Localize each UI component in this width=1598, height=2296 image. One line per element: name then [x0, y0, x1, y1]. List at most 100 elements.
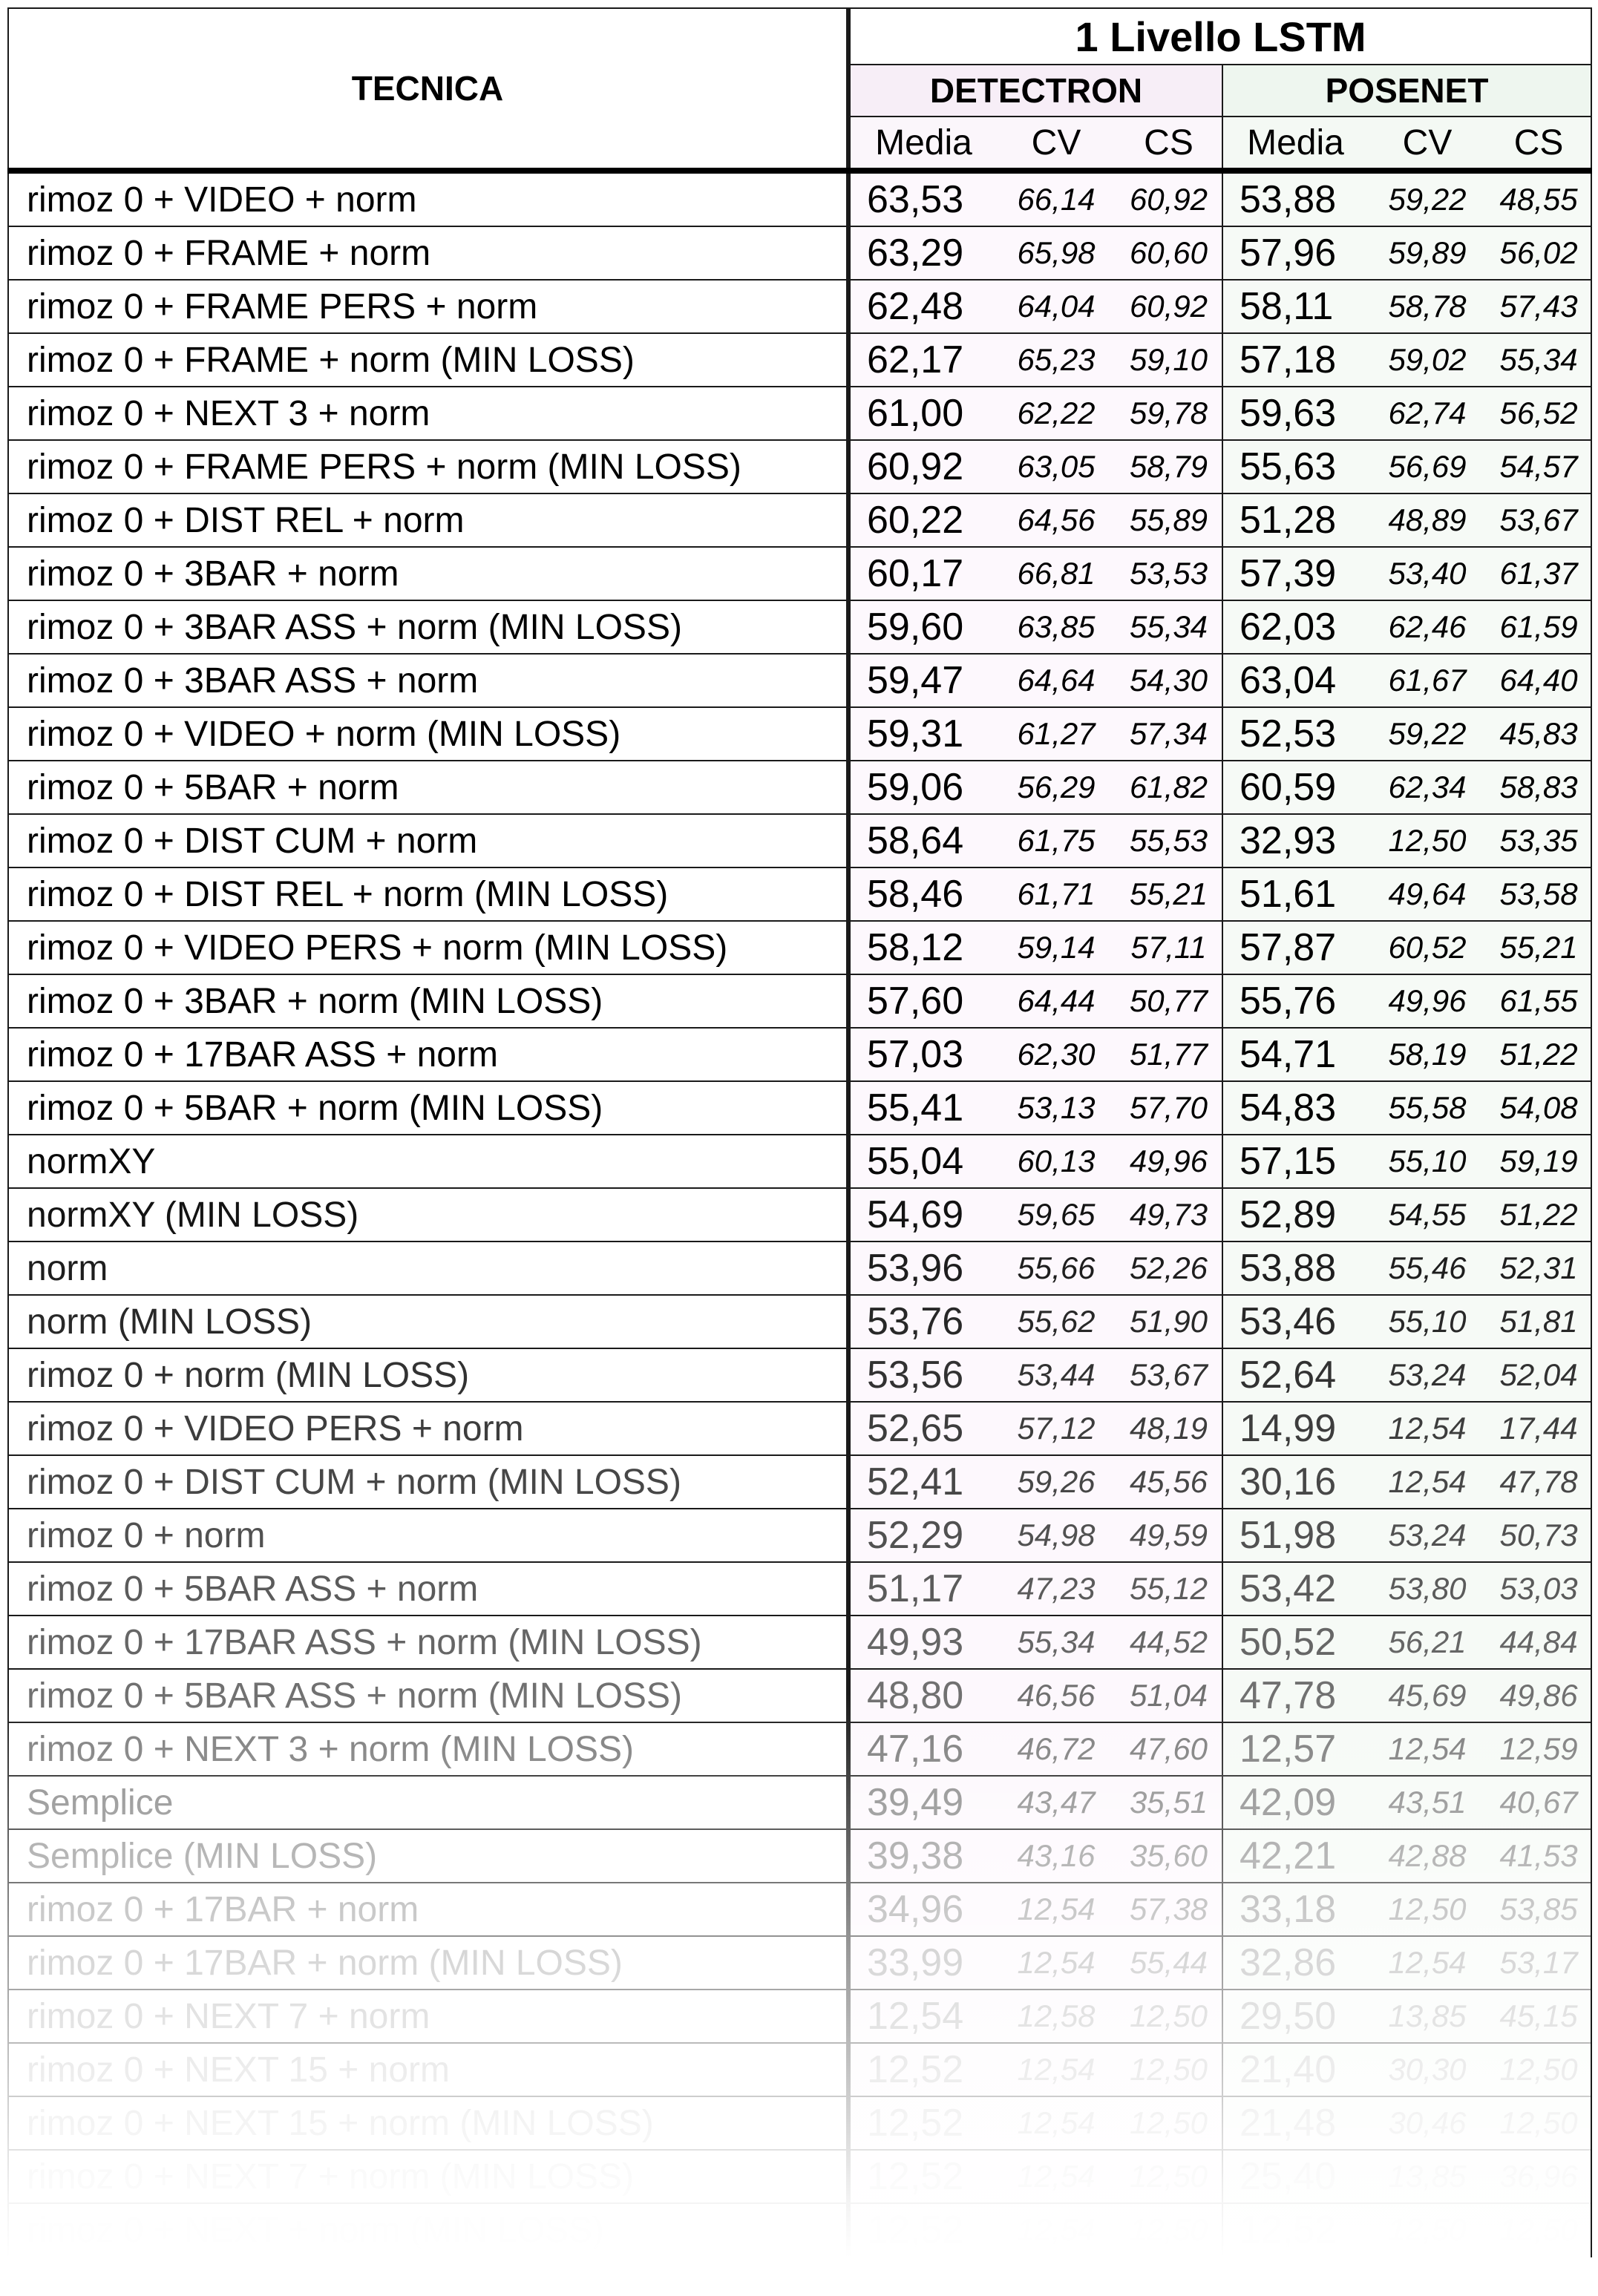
posenet-cs: 48,55 — [1487, 170, 1593, 227]
posenet-cv: 49,96 — [1368, 974, 1487, 1029]
detectron-media: 57,60 — [846, 974, 997, 1029]
detectron-media: 53,76 — [846, 1294, 997, 1349]
technique-label: rimoz 0 + FRAME + norm — [7, 226, 849, 281]
detectron-media: 62,48 — [846, 279, 997, 334]
posenet-cs: 17,44 — [1487, 1401, 1593, 1456]
technique-label: Semplice (MIN LOSS) — [7, 1828, 849, 1883]
posenet-cv: 55,10 — [1368, 1134, 1487, 1189]
table-row: rimoz 0 + DIST CUM + norm (MIN LOSS) 52,4… — [7, 1454, 1593, 1509]
posenet-cs: 55,21 — [1487, 920, 1593, 975]
posenet-cv: 12,50 — [1368, 813, 1487, 868]
header-cv-detectron: CV — [997, 116, 1116, 174]
posenet-cv: 59,02 — [1368, 332, 1487, 387]
table-row: Semplice 39,49 43,47 35,51 42,09 43,51 40,67 — [7, 1775, 1593, 1830]
posenet-cs: 59,19 — [1487, 1134, 1593, 1189]
posenet-cv: 49,64 — [1368, 867, 1487, 922]
posenet-media: 55,63 — [1222, 439, 1368, 494]
detectron-media: 63,53 — [846, 170, 997, 227]
technique-label: rimoz 0 + NEXT 3 + norm (MIN LOSS) — [7, 1722, 849, 1777]
detectron-cv: 12,54 — [997, 2149, 1116, 2204]
posenet-media: 63,04 — [1222, 653, 1368, 708]
detectron-cv: 53,13 — [997, 1080, 1116, 1135]
posenet-media: 32,86 — [1222, 1935, 1368, 1990]
posenet-cs: 45,15 — [1487, 1989, 1593, 2044]
posenet-cs: 61,37 — [1487, 546, 1593, 601]
detectron-cv: 59,26 — [997, 1454, 1116, 1509]
table-row: rimoz 0 + 5BAR ASS + norm (MIN LOSS) 48,8… — [7, 1668, 1593, 1723]
detectron-media: 58,64 — [846, 813, 997, 868]
posenet-media: 29,50 — [1222, 1989, 1368, 2044]
posenet-cs: 61,55 — [1487, 974, 1593, 1029]
posenet-media: 58,11 — [1222, 279, 1368, 334]
detectron-cs: 57,70 — [1116, 1080, 1223, 1135]
posenet-cv: 53,80 — [1368, 1561, 1487, 1616]
posenet-cs: 57,43 — [1487, 279, 1593, 334]
posenet-cv: 55,58 — [1368, 1080, 1487, 1135]
detectron-cv: 64,64 — [997, 653, 1116, 708]
posenet-cs: 49,86 — [1487, 1668, 1593, 1723]
table-row: rimoz 0 + DIST CUM + norm 58,64 61,75 55,53… — [7, 813, 1593, 868]
detectron-cv: 64,04 — [997, 279, 1116, 334]
table-row: rimoz 0 + NEXT 7 + norm 12,54 12,58 12,50 29… — [7, 1989, 1593, 2044]
detectron-cs: 53,67 — [1116, 1348, 1223, 1403]
table-row: rimoz 0 + NEXT 15 + norm (MIN LOSS) 12,52… — [7, 2096, 1593, 2151]
technique-label: rimoz 0 + FRAME PERS + norm — [7, 279, 849, 334]
detectron-cs: 51,77 — [1116, 1027, 1223, 1082]
technique-label: rimoz 0 + DIST CUM + norm — [7, 813, 849, 868]
detectron-media: 52,41 — [846, 1454, 997, 1509]
posenet-cs: 45,83 — [1487, 706, 1593, 761]
posenet-cs: 52,31 — [1487, 1241, 1593, 1296]
posenet-media: 14,99 — [1222, 1401, 1368, 1456]
posenet-cv: 62,74 — [1368, 386, 1487, 441]
table-row: rimoz 0 + NEXT + norm (MIN LOSS) 12,52 12,… — [7, 2202, 1593, 2257]
technique-label: rimoz 0 + 5BAR ASS + norm (MIN LOSS) — [7, 1668, 849, 1723]
posenet-cs: 47,78 — [1487, 1454, 1593, 1509]
detectron-cs: 54,30 — [1116, 653, 1223, 708]
table-row: rimoz 0 + FRAME PERS + norm (MIN LOSS) 60… — [7, 439, 1593, 494]
detectron-media: 54,69 — [846, 1187, 997, 1242]
detectron-cv: 55,66 — [997, 1241, 1116, 1296]
table-row: norm (MIN LOSS) 53,76 55,62 51,90 53,46 55,10… — [7, 1294, 1593, 1349]
detectron-media: 12,52 — [846, 2042, 997, 2097]
posenet-cv: 30,46 — [1368, 2096, 1487, 2151]
posenet-media: 51,28 — [1222, 493, 1368, 548]
table-row: rimoz 0 + VIDEO PERS + norm (MIN LOSS) 58… — [7, 920, 1593, 975]
detectron-media: 55,04 — [846, 1134, 997, 1189]
posenet-media: 53,46 — [1222, 1294, 1368, 1349]
header-group-posenet: POSENET — [1221, 64, 1593, 117]
posenet-media: 62,03 — [1222, 600, 1368, 655]
posenet-cv: 43,51 — [1368, 1775, 1487, 1830]
detectron-cv: 57,12 — [997, 1401, 1116, 1456]
header-media-posenet: Media — [1222, 116, 1368, 174]
header-media-detectron: Media — [846, 116, 997, 174]
technique-label: rimoz 0 + NEXT 3 + norm — [7, 386, 849, 441]
posenet-media: 47,78 — [1222, 1668, 1368, 1723]
posenet-cs: 52,04 — [1487, 1348, 1593, 1403]
detectron-cs: 51,90 — [1116, 1294, 1223, 1349]
detectron-cs: 53,53 — [1116, 546, 1223, 601]
detectron-cv: 43,16 — [997, 1828, 1116, 1883]
posenet-cs: 56,52 — [1487, 386, 1593, 441]
detectron-cv: 12,58 — [997, 1989, 1116, 2044]
detectron-cs: 55,44 — [1116, 1935, 1223, 1990]
posenet-media: 57,15 — [1222, 1134, 1368, 1189]
detectron-cs: 52,26 — [1116, 1241, 1223, 1296]
posenet-cs: 36,96 — [1487, 2149, 1593, 2204]
posenet-cv: 53,24 — [1368, 1508, 1487, 1563]
technique-label: rimoz 0 + VIDEO + norm — [7, 170, 849, 227]
detectron-cs: 12,50 — [1116, 2096, 1223, 2151]
technique-label: rimoz 0 + 3BAR + norm (MIN LOSS) — [7, 974, 849, 1029]
posenet-cs: 56,02 — [1487, 226, 1593, 281]
detectron-cv: 56,29 — [997, 760, 1116, 815]
detectron-media: 47,16 — [846, 1722, 997, 1777]
posenet-cv: 62,46 — [1368, 600, 1487, 655]
posenet-media: 53,42 — [1222, 1561, 1368, 1616]
table-row: Semplice (MIN LOSS) 39,38 43,16 35,60 42,21 4… — [7, 1828, 1593, 1883]
technique-label: rimoz 0 + norm — [7, 1508, 849, 1563]
technique-label: rimoz 0 + 5BAR + norm (MIN LOSS) — [7, 1080, 849, 1135]
table-row: rimoz 0 + NEXT 15 + norm 12,52 12,54 12,50 2… — [7, 2042, 1593, 2097]
technique-label: rimoz 0 + 17BAR + norm (MIN LOSS) — [7, 1935, 849, 1990]
header-cv-posenet: CV — [1368, 116, 1487, 174]
posenet-cs: 55,34 — [1487, 332, 1593, 387]
detectron-cv: 12,54 — [997, 1935, 1116, 1990]
